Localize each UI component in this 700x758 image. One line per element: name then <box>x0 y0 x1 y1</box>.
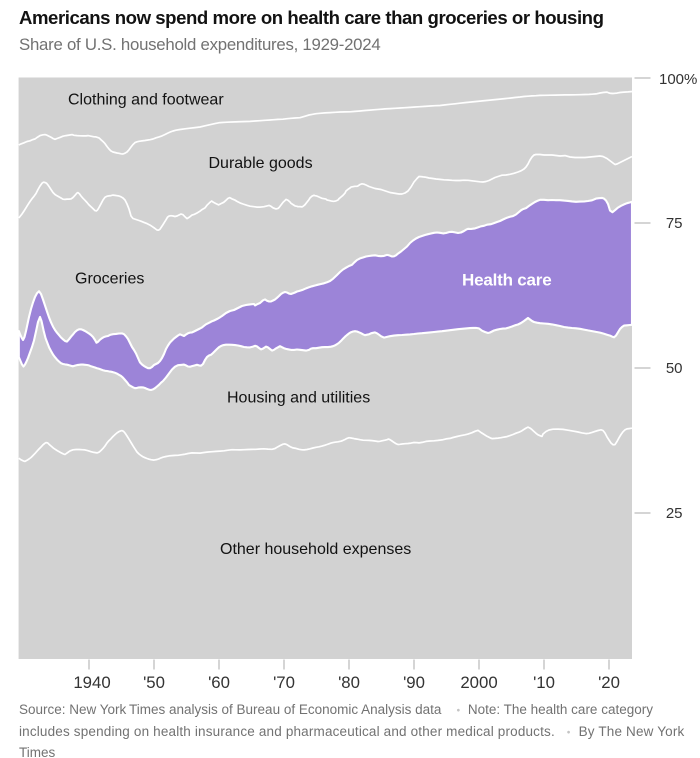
svg-text:75: 75 <box>666 215 683 232</box>
svg-text:'20: '20 <box>598 673 620 692</box>
svg-text:50: 50 <box>666 360 683 377</box>
svg-text:Groceries: Groceries <box>75 271 144 288</box>
svg-text:2000: 2000 <box>460 673 497 692</box>
svg-text:Health care: Health care <box>462 271 551 290</box>
svg-text:'60: '60 <box>208 673 230 692</box>
svg-text:Clothing and footwear: Clothing and footwear <box>68 92 224 109</box>
svg-text:'70: '70 <box>273 673 295 692</box>
svg-text:'80: '80 <box>338 673 360 692</box>
svg-text:'50: '50 <box>143 673 165 692</box>
svg-text:Housing and utilities: Housing and utilities <box>227 390 370 407</box>
svg-text:100%: 100% <box>659 71 697 88</box>
svg-text:'10: '10 <box>533 673 555 692</box>
svg-text:25: 25 <box>666 505 683 522</box>
svg-text:Other household expenses: Other household expenses <box>220 541 411 558</box>
svg-text:1940: 1940 <box>73 673 110 692</box>
svg-text:'90: '90 <box>403 673 425 692</box>
svg-text:Durable goods: Durable goods <box>209 155 313 172</box>
